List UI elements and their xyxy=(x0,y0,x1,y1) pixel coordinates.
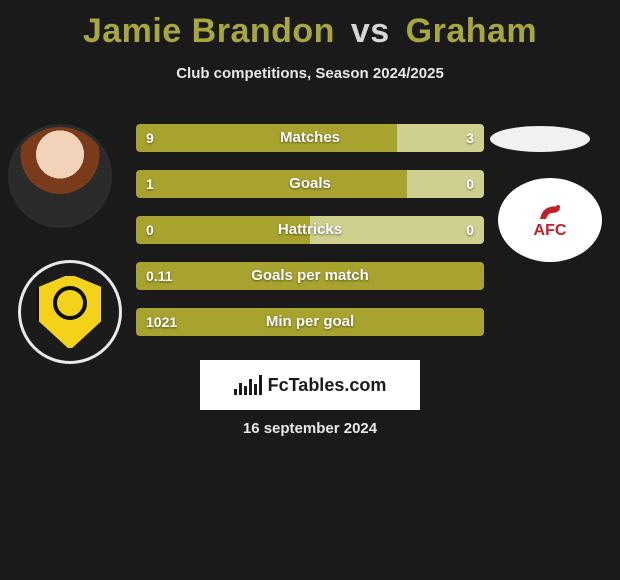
stat-row: 9 Matches 3 xyxy=(136,124,484,152)
stat-value-right: 3 xyxy=(466,124,474,152)
comparison-title: Jamie Brandon vs Graham xyxy=(0,0,620,51)
player1-photo xyxy=(8,124,112,228)
player1-name: Jamie Brandon xyxy=(83,12,335,50)
club-right-inner: AFC xyxy=(534,201,567,239)
stat-label: Goals xyxy=(136,170,484,198)
rooster-icon xyxy=(536,201,564,221)
player2-name: Graham xyxy=(406,12,538,50)
stat-row: 0.11 Goals per match xyxy=(136,262,484,290)
stat-row: 0 Hattricks 0 xyxy=(136,216,484,244)
stat-row: 1 Goals 0 xyxy=(136,170,484,198)
player1-club-badge xyxy=(18,260,122,364)
player2-photo xyxy=(490,126,590,152)
club-right-text: AFC xyxy=(534,222,567,239)
stat-bars: 9 Matches 3 1 Goals 0 0 Hattricks 0 0.11… xyxy=(136,124,484,354)
stat-label: Hattricks xyxy=(136,216,484,244)
stat-label: Goals per match xyxy=(136,262,484,290)
date-label: 16 september 2024 xyxy=(0,420,620,437)
subtitle: Club competitions, Season 2024/2025 xyxy=(0,65,620,82)
brand-text: FcTables.com xyxy=(268,375,387,396)
bars-icon xyxy=(234,375,262,395)
stat-value-right: 0 xyxy=(466,216,474,244)
player2-club-badge: AFC xyxy=(498,178,602,262)
vs-label: vs xyxy=(351,12,390,50)
shield-icon xyxy=(37,274,103,350)
brand-box: FcTables.com xyxy=(200,360,420,410)
stat-value-right: 0 xyxy=(466,170,474,198)
stat-row: 1021 Min per goal xyxy=(136,308,484,336)
stat-label: Min per goal xyxy=(136,308,484,336)
stat-label: Matches xyxy=(136,124,484,152)
